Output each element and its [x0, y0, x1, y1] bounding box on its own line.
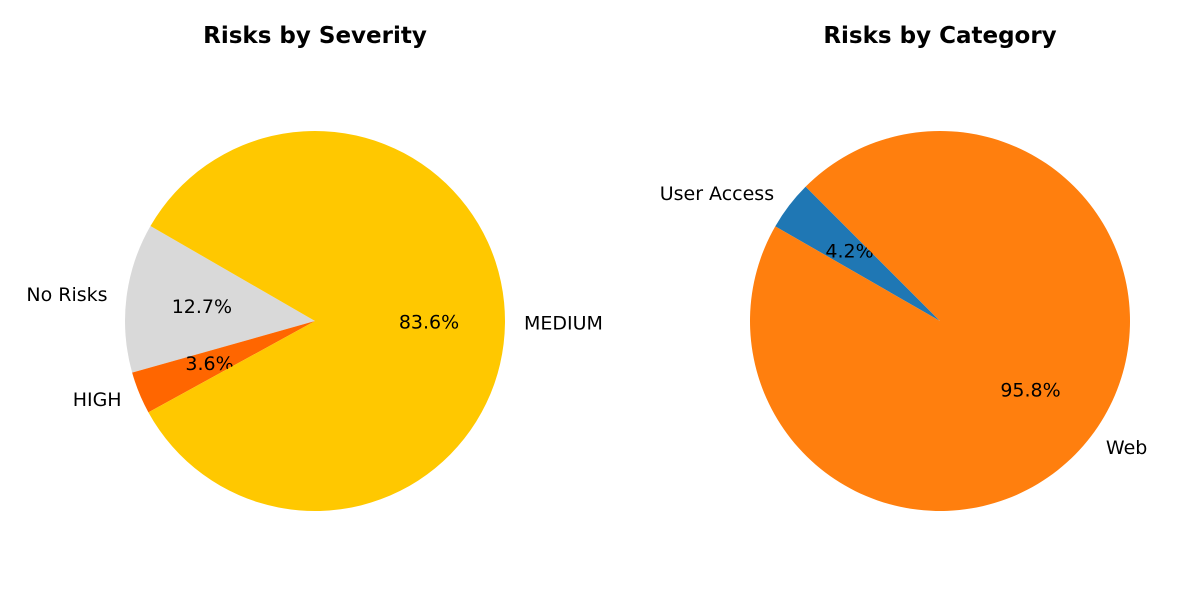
category-label-user-access: User Access [660, 183, 774, 205]
severity-pct-label-no-risks: 12.7% [172, 296, 232, 318]
category-pct-label-web: 95.8% [1000, 379, 1060, 401]
severity-slice-no-risks [125, 226, 316, 373]
category-slice-user-access [775, 186, 940, 321]
category-chart-title: Risks by Category [823, 23, 1056, 49]
category-label-web: Web [1106, 437, 1147, 459]
severity-chart-title: Risks by Severity [203, 23, 427, 49]
severity-label-no-risks: No Risks [26, 284, 107, 306]
category-pie-chart: Risks by Category 4.2% User Access 95.8% We… [660, 23, 1147, 511]
severity-slices: 12.7% No Risks 3.6% HIGH 83.6% MEDIUM [26, 131, 603, 512]
severity-pct-label-medium: 83.6% [399, 311, 459, 333]
severity-label-high: HIGH [73, 389, 122, 411]
category-pct-label-user-access: 4.2% [825, 241, 873, 263]
severity-label-medium: MEDIUM [524, 312, 603, 334]
severity-slice-medium [148, 131, 505, 512]
severity-pct-label-high: 3.6% [185, 353, 233, 375]
category-slices: 4.2% User Access 95.8% Web [660, 130, 1147, 511]
severity-pie-chart: Risks by Severity 12.7% No Risks 3.6% HIGH 8… [26, 23, 603, 512]
category-slice-web [750, 130, 1131, 511]
severity-slice-high [132, 321, 315, 413]
